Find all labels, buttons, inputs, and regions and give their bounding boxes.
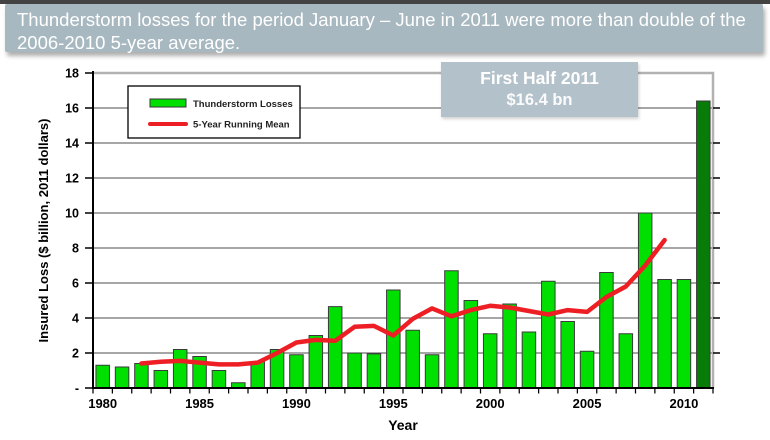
first-half-2011-callout: First Half 2011 $16.4 bn bbox=[441, 62, 638, 117]
slide-title-banner: Thunderstorm losses for the period Janua… bbox=[5, 4, 763, 53]
legend-bar-swatch bbox=[149, 98, 187, 108]
bar-2000 bbox=[482, 333, 498, 389]
legend-label-thunderstorm-losses: Thunderstorm Losses bbox=[193, 99, 293, 110]
chart-area: - 2 4 6 8 10 12 14 16 18 1980 1985 1990 1995 2000 2005 2… bbox=[0, 56, 770, 440]
bar-2005 bbox=[579, 350, 595, 389]
bar-1996 bbox=[405, 329, 420, 389]
y-tick-label-16: 16 bbox=[65, 102, 79, 116]
bar-2008 bbox=[637, 212, 653, 389]
bar-1981 bbox=[114, 366, 130, 389]
y-tick-label-10: 10 bbox=[65, 207, 79, 221]
y-tick-label-0: - bbox=[75, 382, 79, 396]
bar-1988 bbox=[250, 361, 265, 389]
y-tick-label-8: 8 bbox=[72, 242, 79, 256]
y-tick-label-18: 18 bbox=[65, 67, 79, 81]
x-tick-label-1985: 1985 bbox=[185, 396, 214, 411]
bar-1994 bbox=[366, 353, 382, 389]
bar-2002 bbox=[521, 331, 537, 389]
bar-2006 bbox=[599, 272, 614, 389]
callout-title: First Half 2011 bbox=[480, 68, 599, 88]
bar-2007 bbox=[618, 333, 634, 389]
bar-1982 bbox=[134, 363, 149, 389]
slide-top-border bbox=[0, 0, 770, 4]
legend-label-running-mean: 5-Year Running Mean bbox=[193, 120, 290, 131]
x-tick-label-1995: 1995 bbox=[379, 396, 408, 411]
callout-value: $16.4 bn bbox=[506, 91, 573, 109]
x-tick-label-1990: 1990 bbox=[282, 396, 311, 411]
x-tick-label-2005: 2005 bbox=[573, 396, 602, 411]
bar-1990 bbox=[289, 354, 304, 389]
bar-1993 bbox=[347, 352, 362, 389]
bar-2009 bbox=[657, 279, 672, 389]
y-tick-label-6: 6 bbox=[72, 277, 79, 291]
y-tick-label-12: 12 bbox=[65, 172, 79, 186]
bar-2003 bbox=[541, 280, 556, 389]
bar-1980 bbox=[95, 364, 110, 389]
bar-1991 bbox=[308, 335, 324, 389]
bar-1983 bbox=[153, 370, 169, 389]
bar-1992 bbox=[327, 306, 343, 389]
x-tick-label-2010: 2010 bbox=[669, 396, 698, 411]
bar-1998 bbox=[444, 270, 459, 389]
y-tick-label-2: 2 bbox=[72, 347, 79, 361]
bar-2001 bbox=[502, 303, 517, 389]
x-axis-title: Year bbox=[388, 417, 418, 433]
bar-1997 bbox=[424, 354, 440, 389]
y-axis-title: Insured Loss ($ billion, 2011 dollars) bbox=[36, 119, 51, 343]
bar-1984 bbox=[172, 349, 188, 389]
bar-2004 bbox=[560, 321, 575, 389]
running-mean-line bbox=[139, 237, 667, 367]
legend-box bbox=[127, 85, 301, 139]
thunderstorm-losses-chart: - 2 4 6 8 10 12 14 16 18 1980 1985 1990 1995 2000 2005 2… bbox=[36, 67, 720, 433]
y-tick-label-4: 4 bbox=[72, 312, 79, 326]
bar-2011 bbox=[696, 100, 711, 389]
bar-2010 bbox=[676, 279, 692, 389]
bar-1995 bbox=[386, 289, 401, 389]
x-tick-label-1980: 1980 bbox=[88, 396, 117, 411]
y-tick-label-14: 14 bbox=[65, 137, 79, 151]
slide-title-text: Thunderstorm losses for the period Janua… bbox=[17, 9, 746, 53]
bar-1986 bbox=[211, 370, 227, 389]
x-tick-label-2000: 2000 bbox=[476, 396, 505, 411]
